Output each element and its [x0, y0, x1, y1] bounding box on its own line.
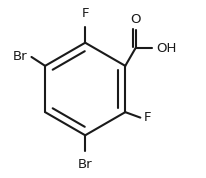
Text: OH: OH [156, 42, 176, 55]
Text: F: F [144, 111, 151, 124]
Text: Br: Br [12, 50, 27, 64]
Text: F: F [81, 7, 89, 20]
Text: O: O [130, 12, 141, 25]
Text: Br: Br [78, 158, 92, 171]
